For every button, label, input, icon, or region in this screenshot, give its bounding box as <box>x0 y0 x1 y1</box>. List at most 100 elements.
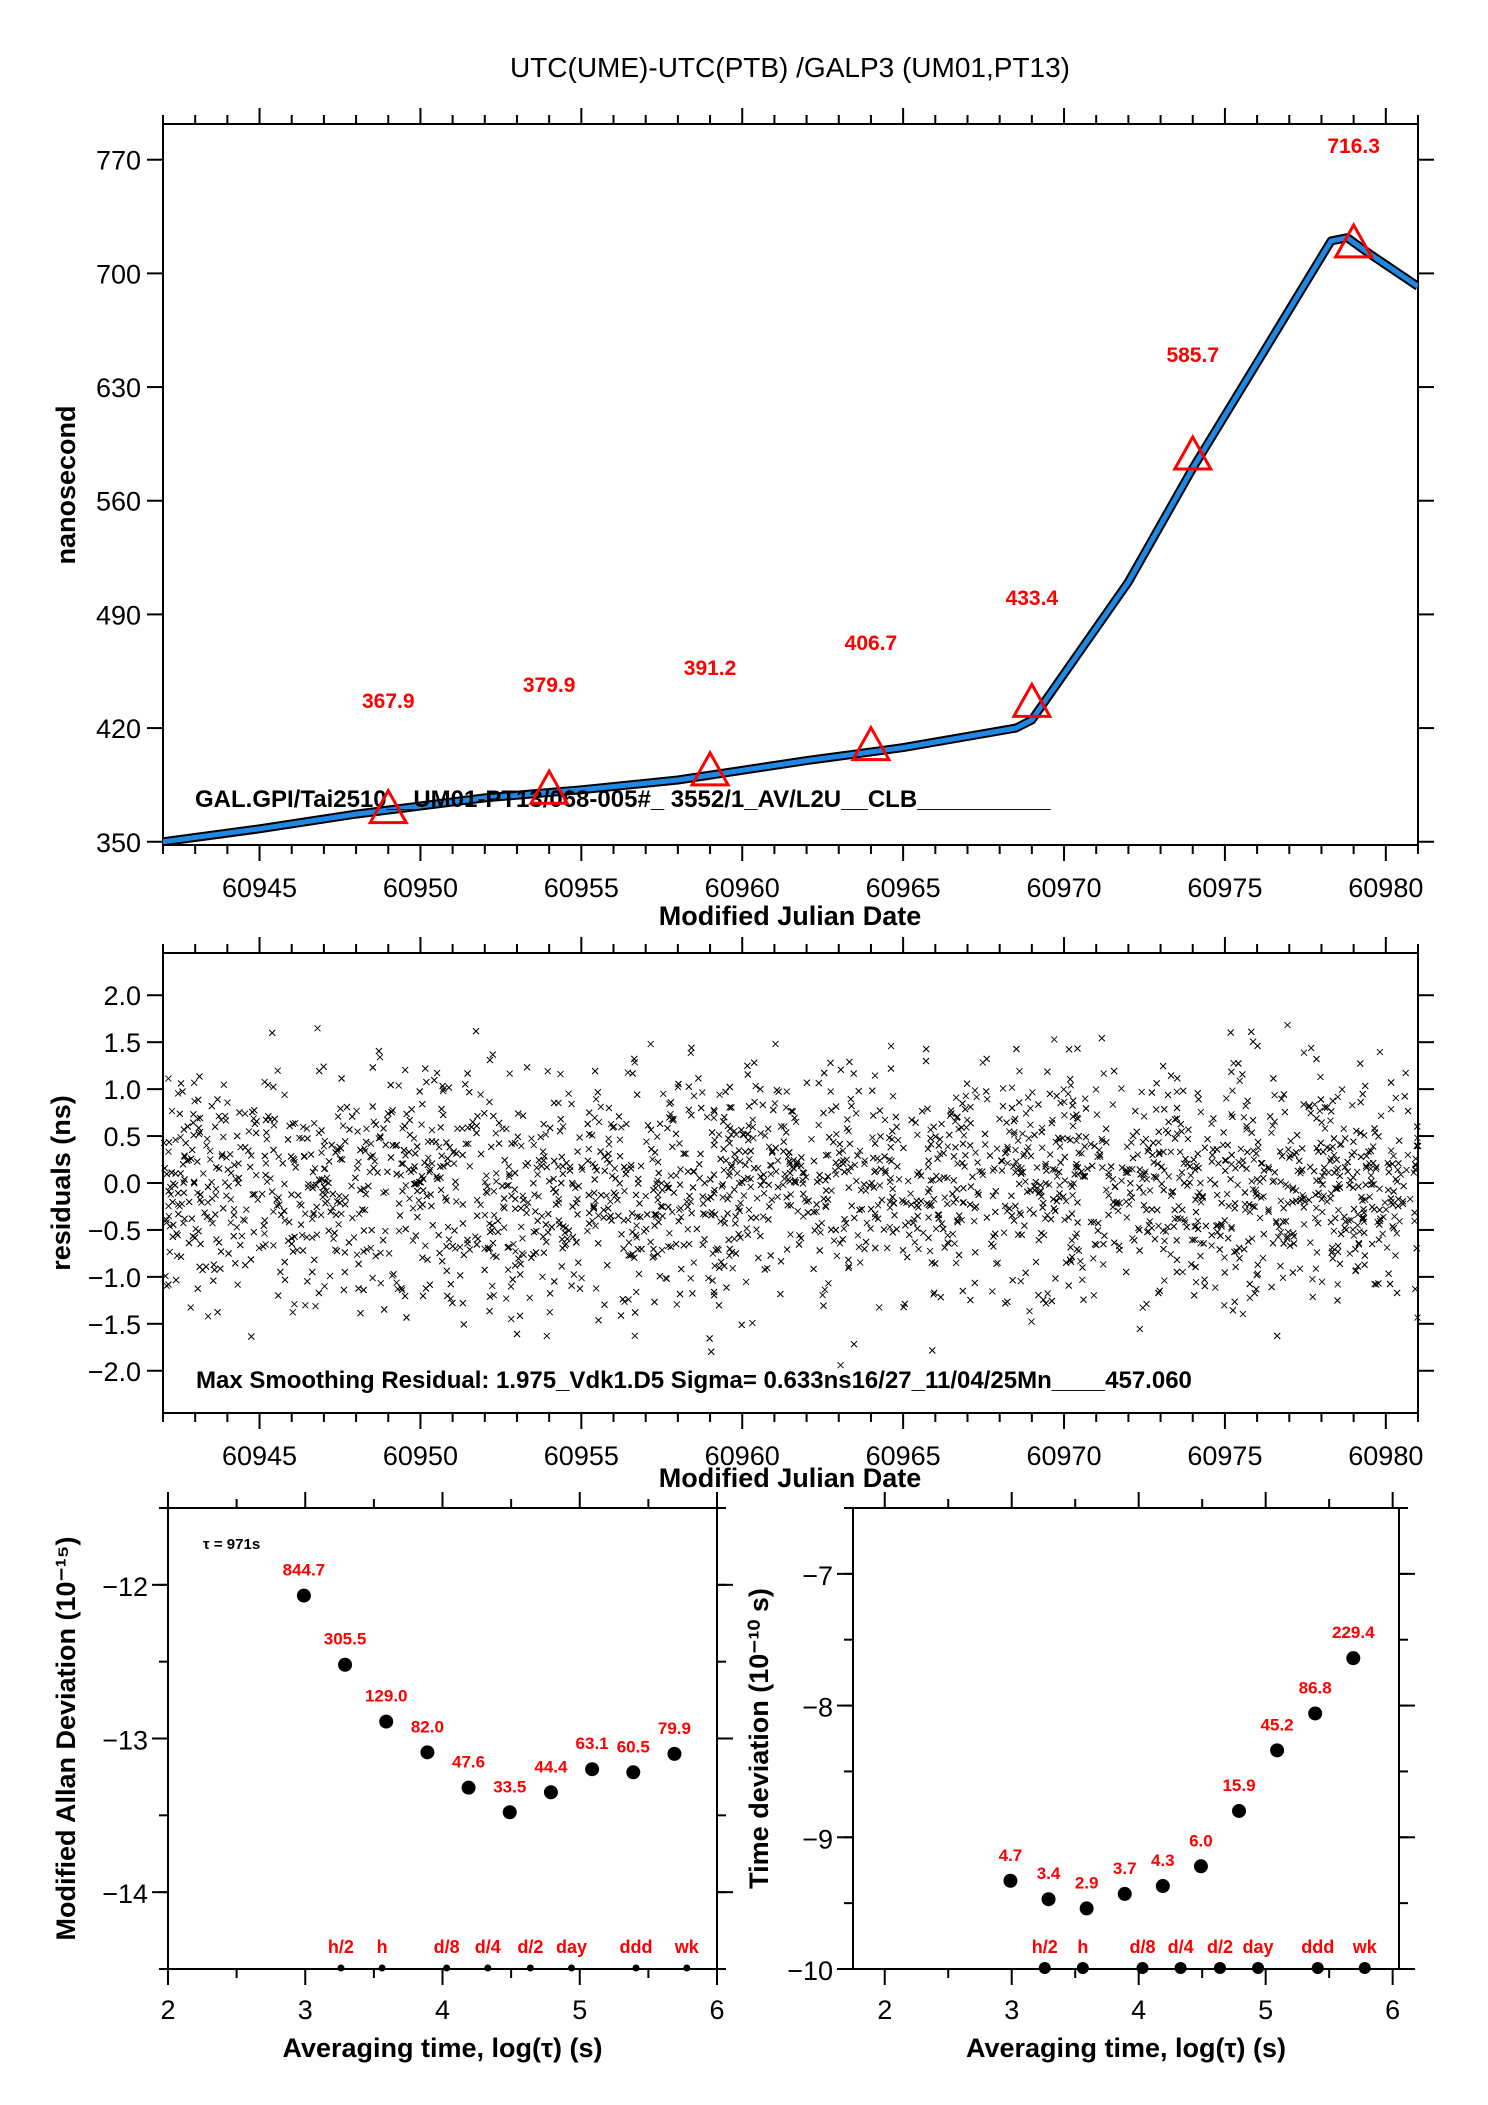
point-value-label: 79.9 <box>658 1719 691 1738</box>
residual-point <box>405 1148 413 1156</box>
residual-point <box>449 1299 456 1307</box>
residual-point <box>209 1219 216 1227</box>
residual-point <box>609 1124 617 1131</box>
residual-point <box>1151 1235 1159 1243</box>
residual-point <box>832 1170 840 1178</box>
residual-point <box>1051 1207 1059 1215</box>
residual-point <box>1001 1202 1009 1210</box>
residual-point <box>323 1174 331 1182</box>
residual-point <box>854 1152 861 1159</box>
residual-point <box>663 1275 671 1283</box>
residual-point <box>330 1235 337 1243</box>
residual-point <box>1249 1116 1257 1124</box>
marker-value-label: 406.7 <box>845 632 898 655</box>
residual-point <box>676 1140 683 1147</box>
residual-point <box>797 1234 805 1242</box>
residual-point <box>540 1249 548 1257</box>
residual-point <box>1265 1208 1272 1216</box>
residual-point <box>1373 1163 1380 1171</box>
residual-point <box>466 1246 474 1253</box>
residual-point <box>1221 1167 1229 1175</box>
residual-point <box>774 1193 781 1201</box>
deviation-point <box>1117 1886 1132 1901</box>
residual-point <box>772 1040 779 1048</box>
residual-point <box>889 1092 897 1100</box>
residual-point <box>274 1292 282 1299</box>
residual-point <box>1359 1197 1366 1204</box>
triangle-marker <box>850 724 892 762</box>
residual-point <box>1312 1265 1320 1273</box>
residual-point <box>699 1241 707 1249</box>
residual-point <box>380 1189 387 1197</box>
residual-point <box>1276 1148 1284 1155</box>
residual-point <box>764 1125 772 1133</box>
residual-point <box>353 1107 360 1115</box>
residual-point <box>1260 1193 1267 1200</box>
point-value-label: 44.4 <box>534 1757 568 1776</box>
residual-point <box>1243 1148 1251 1156</box>
residual-point <box>608 1217 615 1224</box>
residual-point <box>794 1207 802 1215</box>
residual-point <box>597 1191 605 1199</box>
residual-point <box>506 1070 514 1077</box>
residual-point <box>203 1135 211 1143</box>
residual-point <box>929 1176 937 1184</box>
residual-point <box>1376 1185 1383 1193</box>
residual-point <box>685 1106 693 1114</box>
residual-point <box>1340 1213 1348 1221</box>
residual-point <box>1414 1142 1422 1150</box>
residual-point <box>1341 1224 1349 1232</box>
residual-point <box>620 1163 628 1171</box>
residual-point <box>695 1074 702 1082</box>
residual-point <box>612 1175 619 1182</box>
residual-point <box>310 1119 318 1127</box>
residual-point <box>721 1219 729 1227</box>
residual-point <box>595 1212 602 1219</box>
x-tick-label: 4 <box>435 1995 450 2025</box>
residual-point <box>1235 1244 1243 1252</box>
residual-point <box>1019 1130 1026 1138</box>
residual-point <box>1337 1230 1345 1238</box>
residual-point <box>1065 1282 1073 1289</box>
residual-point <box>940 1149 947 1157</box>
residual-point <box>1349 1174 1357 1181</box>
residual-point <box>845 1184 853 1191</box>
residual-point <box>321 1282 328 1290</box>
residual-point <box>1118 1085 1125 1092</box>
residual-point <box>745 1122 753 1130</box>
residual-point <box>558 1235 566 1243</box>
residual-point <box>288 1234 296 1242</box>
residual-point <box>281 1258 289 1266</box>
residual-point <box>600 1214 608 1221</box>
residual-point <box>781 1170 789 1178</box>
residual-point <box>657 1202 665 1210</box>
residual-point <box>270 1208 277 1216</box>
residual-point <box>304 1135 311 1142</box>
residual-point <box>165 1281 172 1288</box>
residual-point <box>1040 1231 1048 1239</box>
residual-point <box>707 1348 715 1356</box>
residual-point <box>1362 1181 1370 1189</box>
residual-point <box>428 1160 436 1167</box>
residual-point <box>855 1087 863 1095</box>
residual-point <box>1217 1232 1224 1240</box>
residual-point <box>981 1141 989 1148</box>
residual-point <box>1098 1137 1106 1145</box>
time-marker-label: d/4 <box>1168 1937 1194 1957</box>
residual-point <box>837 1066 845 1074</box>
residual-point <box>1221 1156 1229 1164</box>
residual-point <box>297 1221 305 1229</box>
residual-point <box>1368 1181 1375 1189</box>
point-value-label: 4.7 <box>999 1846 1023 1865</box>
residual-point <box>361 1145 368 1152</box>
residual-point <box>500 1204 508 1212</box>
residual-point <box>1395 1137 1403 1145</box>
residual-point <box>827 1088 835 1095</box>
residual-point <box>751 1098 758 1106</box>
residual-point <box>905 1231 913 1239</box>
residual-point <box>765 1143 773 1151</box>
residual-point <box>1044 1068 1051 1076</box>
residual-point <box>1355 1239 1363 1247</box>
residual-point <box>301 1210 309 1218</box>
residual-point <box>923 1199 931 1207</box>
